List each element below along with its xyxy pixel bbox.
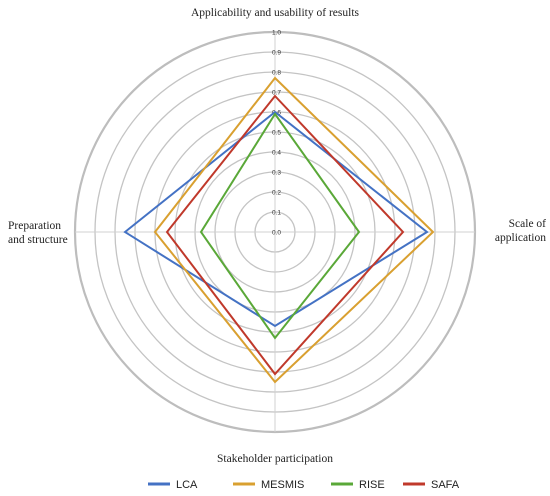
- tick-label: 0.2: [272, 190, 281, 197]
- axis-title: application: [495, 232, 546, 244]
- tick-label: 0.7: [272, 90, 281, 97]
- legend-label: SAFA: [431, 479, 460, 491]
- series-polygon: [199, 112, 361, 340]
- axis-title: and structure: [8, 234, 68, 246]
- legend-label: LCA: [176, 479, 198, 491]
- tick-label: 0.8: [272, 70, 281, 77]
- tick-label: 0.9: [272, 50, 281, 57]
- axis-title: Preparation: [8, 220, 61, 232]
- axis-title: Scale of: [509, 218, 547, 230]
- tick-label: 0.0: [272, 230, 281, 237]
- legend-label: RISE: [359, 479, 385, 491]
- tick-label: 1.0: [272, 30, 281, 37]
- tick-label: 0.4: [272, 150, 281, 157]
- legend-label: MESMIS: [261, 479, 304, 491]
- axis-title: Applicability and usability of results: [191, 7, 360, 19]
- tick-label: 0.3: [272, 170, 281, 177]
- series-polygon: [123, 110, 429, 328]
- axis-title: Stakeholder participation: [217, 453, 333, 465]
- tick-label: 0.1: [272, 210, 281, 217]
- tick-label: 0.5: [272, 130, 281, 137]
- series-polygon: [165, 94, 405, 376]
- series-polygon: [153, 76, 435, 384]
